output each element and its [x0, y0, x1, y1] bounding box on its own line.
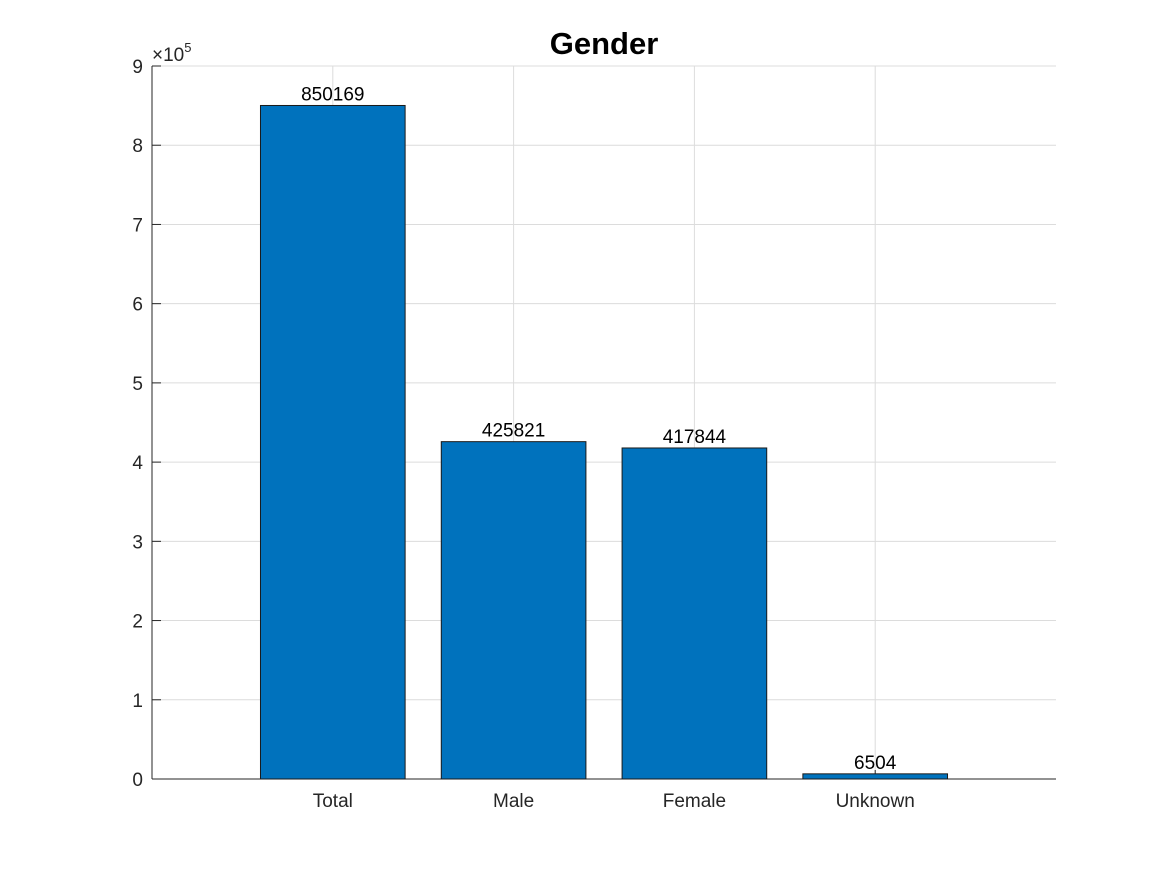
bar-total: [259, 104, 406, 780]
y-tick-label: 9: [132, 57, 143, 78]
y-tick-label: 0: [132, 770, 143, 791]
x-tick-label: Unknown: [836, 791, 915, 812]
y-axis-multiplier: ×105: [152, 40, 191, 66]
y-axis-multiplier-exponent: 5: [184, 40, 191, 55]
x-tick-label: Female: [663, 791, 726, 812]
bar-value-label: 417844: [663, 427, 727, 448]
y-tick-label: 5: [132, 374, 143, 395]
bar-female: [621, 447, 768, 780]
y-tick-label: 6: [132, 295, 143, 316]
y-tick-label: 4: [132, 453, 143, 474]
label-layer: 0 1 2 3 4 5 6 7 8 9 Total 850169 Male 425821 Female 417…: [132, 57, 914, 812]
bar-unknown: [802, 773, 949, 780]
bar-value-label: 850169: [301, 84, 364, 105]
y-tick-label: 7: [132, 215, 143, 236]
bar-value-label: 425821: [482, 421, 545, 442]
x-tick-label: Total: [313, 791, 353, 812]
bar-layer: [259, 104, 949, 780]
chart-title: Gender: [550, 26, 659, 61]
y-tick-label: 2: [132, 612, 143, 633]
y-tick-label: 8: [132, 136, 143, 157]
x-tick-label: Male: [493, 791, 534, 812]
bar-male: [440, 441, 587, 780]
bar-value-label: 6504: [854, 753, 897, 774]
y-axis-multiplier-base: ×10: [152, 45, 184, 66]
y-tick-label: 3: [132, 532, 143, 553]
y-tick-label: 1: [132, 691, 143, 712]
